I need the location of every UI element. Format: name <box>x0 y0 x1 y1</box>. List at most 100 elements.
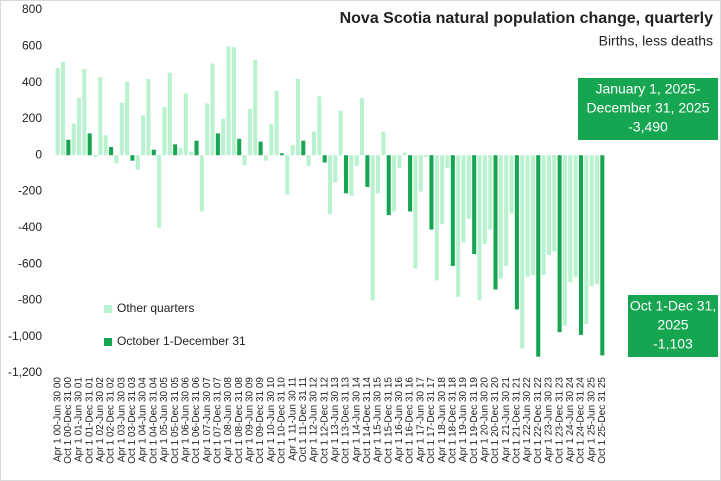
y-tick-label: 400 <box>22 75 42 89</box>
x-tick-label: Oct 1 14-Dec 31 14 <box>362 377 373 464</box>
bar <box>594 155 600 285</box>
x-tick-label: Apr 1 11-Jun 30 11 <box>287 377 298 461</box>
y-tick-label: -400 <box>18 220 42 234</box>
bar <box>573 155 578 277</box>
bar <box>514 155 519 310</box>
bar <box>231 47 236 156</box>
x-tick-label: Apr 1 23-Jun 30 23 <box>544 377 555 462</box>
bar <box>578 155 583 335</box>
annotation-box <box>628 295 718 357</box>
x-tick-label: Oct 1 16-Dec 31 16 <box>405 377 416 464</box>
x-tick-label: Apr 1 18-Jun 30 18 <box>437 377 448 462</box>
bar <box>167 72 172 156</box>
bar <box>600 155 605 356</box>
bar <box>114 155 119 164</box>
annotation-text: January 1, 2025- <box>595 81 700 97</box>
bar <box>381 131 386 156</box>
x-tick-label: Oct 1 05-Dec 31 05 <box>170 377 181 464</box>
bar <box>141 115 146 156</box>
x-tick-label: Oct 1 06-Dec 31 06 <box>191 377 202 464</box>
bar <box>55 68 60 156</box>
bar <box>530 155 535 275</box>
chart-title: Nova Scotia natural population change, q… <box>340 10 714 27</box>
x-tick-label: Apr 1 20-Jun 30 20 <box>479 377 490 462</box>
bar <box>295 78 300 156</box>
bar <box>82 68 87 156</box>
bar <box>194 140 199 156</box>
bar <box>557 155 562 333</box>
x-tick-label: Apr 1 21-Jun 30 21 <box>501 377 512 462</box>
x-tick-label: Oct 1 21-Dec 31 21 <box>512 377 523 464</box>
bar <box>290 145 295 156</box>
bar <box>178 147 183 156</box>
bar <box>242 155 247 166</box>
x-tick-label: Oct 1 02-Dec 31 02 <box>106 377 117 464</box>
x-tick-label: Apr 1 16-Jun 30 16 <box>394 377 405 462</box>
bar <box>119 102 124 156</box>
bar <box>215 133 220 156</box>
annotation-box <box>578 78 718 140</box>
bar <box>397 155 402 168</box>
bar <box>546 155 551 256</box>
bar <box>98 77 103 156</box>
bar <box>509 155 514 214</box>
bar <box>504 155 509 266</box>
bar <box>343 155 349 194</box>
bar <box>365 155 370 187</box>
bar <box>125 81 130 156</box>
bar <box>87 133 92 156</box>
x-tick-label: Oct 1 24-Dec 31 24 <box>576 377 587 464</box>
x-tick-label: Oct 1 15-Dec 31 15 <box>383 377 394 464</box>
y-tick-label: -200 <box>18 184 42 198</box>
bar <box>349 155 354 197</box>
x-tick-label: Apr 1 02-Jun 30 02 <box>95 377 106 462</box>
bar <box>130 155 135 161</box>
bar <box>370 155 375 301</box>
bar <box>199 155 204 212</box>
x-tick-label: Apr 1 22-Jun 30 22 <box>522 377 533 462</box>
y-tick-label: 600 <box>22 38 42 52</box>
bar <box>183 93 188 156</box>
annotation-text: Oct 1-Dec 31, <box>630 298 716 314</box>
bar <box>450 155 455 266</box>
y-tick-label: 200 <box>22 111 42 125</box>
bar <box>221 118 226 156</box>
x-tick-label: Apr 1 03-Jun 30 03 <box>116 377 127 462</box>
x-tick-label: Apr 1 17-Jun 30 17 <box>415 377 426 462</box>
bar <box>392 155 397 212</box>
x-tick-label: Oct 1 19-Dec 31 19 <box>469 377 480 464</box>
x-tick-label: Oct 1 03-Dec 31 03 <box>127 377 138 464</box>
bar <box>568 155 573 283</box>
bar <box>477 155 482 301</box>
bar <box>466 155 471 219</box>
x-tick-label: Oct 1 10-Dec 31 10 <box>277 377 288 464</box>
x-tick-label: Oct 1 04-Dec 31 04 <box>148 377 159 464</box>
bar <box>360 98 365 156</box>
bar <box>440 155 445 225</box>
x-tick-label: Apr 1 08-Jun 30 08 <box>223 377 234 462</box>
bar <box>424 155 429 158</box>
x-tick-label: Apr 1 04-Jun 30 04 <box>138 377 149 462</box>
bar <box>434 155 439 281</box>
bar <box>311 131 317 156</box>
bar <box>488 155 493 230</box>
bar <box>103 135 108 156</box>
bar <box>584 155 589 324</box>
bar <box>173 144 178 156</box>
bar <box>301 140 306 156</box>
x-tick-label: Oct 1 18-Dec 31 18 <box>447 377 458 464</box>
bar <box>536 155 541 357</box>
x-tick-label: Apr 1 00-Jun 30 00 <box>52 377 63 462</box>
bar <box>493 155 498 290</box>
x-tick-label: Oct 1 08-Dec 31 08 <box>234 377 245 464</box>
x-tick-label: Oct 1 09-Dec 31 09 <box>255 377 266 464</box>
bar <box>333 155 338 183</box>
bar <box>279 153 284 156</box>
y-tick-label: -800 <box>18 293 42 307</box>
bar <box>386 155 391 216</box>
x-tick-label: Oct 1 00-Dec 31 00 <box>63 377 74 464</box>
y-tick-label: -1,200 <box>8 365 42 379</box>
y-tick-label: -600 <box>18 256 42 270</box>
bar <box>456 155 461 297</box>
